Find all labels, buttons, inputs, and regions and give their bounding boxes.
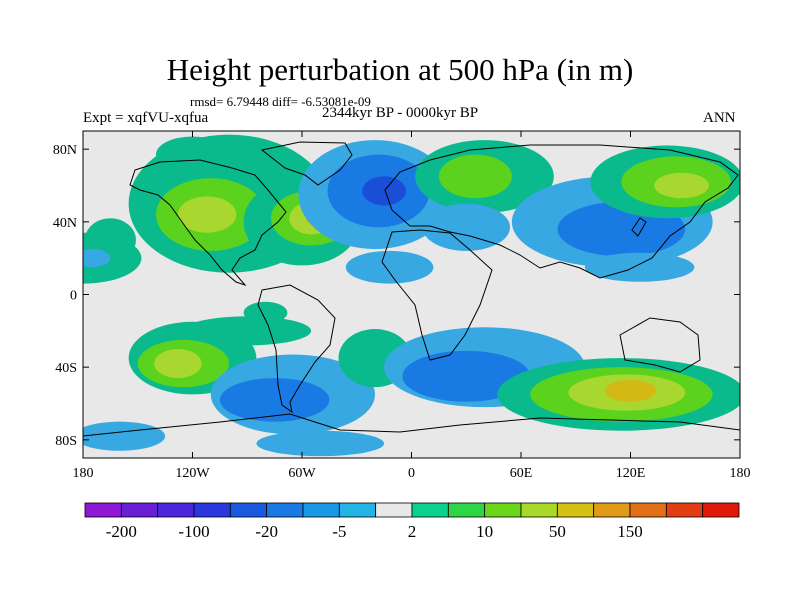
colorbar-swatch (447, 502, 486, 518)
colorbar-swatch (266, 502, 304, 518)
lat-tick-label: 80S (55, 434, 77, 449)
contour-region-13 (438, 154, 512, 199)
coastline-north-america (129, 159, 287, 287)
contour-region-19 (654, 172, 709, 199)
colorbar-swatch (302, 502, 340, 518)
coastline-greenland (260, 141, 353, 186)
lat-tick-label: 80N (53, 143, 77, 158)
coastline-antarctica (83, 413, 740, 437)
colorbar-swatch (593, 502, 631, 518)
season-label: ANN (703, 110, 736, 126)
plot-title: Height perturbation at 500 hPa (in m) (166, 52, 634, 87)
lon-tick-label: 60W (288, 466, 316, 481)
contour-region-36 (604, 379, 657, 402)
contour-region-23 (83, 249, 111, 268)
contour-region-37 (83, 421, 166, 451)
lon-tick-label: 0 (408, 466, 415, 481)
contour-region-29 (219, 378, 330, 422)
colorbar-swatch (484, 502, 522, 518)
lat-tick-label: 40S (55, 361, 77, 376)
coastline-japan (631, 217, 647, 237)
lon-tick-label: 120W (175, 466, 210, 481)
colorbar-swatch (157, 502, 195, 518)
colorbar-swatch (629, 502, 667, 518)
colorbar-label: 10 (476, 522, 493, 541)
contour-region-27 (154, 349, 202, 379)
contour-region-39 (243, 301, 288, 324)
colorbar-swatch (338, 502, 377, 518)
contour-region-21 (345, 250, 434, 284)
colorbar-swatch (229, 502, 268, 518)
lat-tick-label: 40N (53, 216, 77, 231)
colorbar-label: 150 (617, 522, 643, 541)
colorbar-swatch (84, 502, 122, 518)
lat-tick-label: 0 (70, 289, 77, 304)
contour-region-8 (156, 136, 229, 173)
colorbar-label: 2 (408, 522, 417, 541)
colorbar-swatch (193, 502, 231, 518)
colorbar-swatch (556, 502, 595, 518)
contour-region-3 (177, 196, 237, 233)
coastline-eurasia (384, 144, 739, 279)
coastline-south-america (257, 284, 336, 414)
colorbar-swatch (375, 502, 413, 518)
height-field (83, 131, 740, 458)
lon-tick-label: 180 (730, 466, 751, 481)
lon-tick-label: 60E (510, 466, 533, 481)
colorbar-label: -20 (255, 522, 278, 541)
map-axes: 180 120W 60W 0 60E 120E 180 80N 40N 0 40S 80S (53, 131, 751, 481)
colorbar-swatch (520, 502, 558, 518)
colorbar-swatch (411, 502, 449, 518)
coastline-africa (381, 229, 493, 361)
colorbar-label: -200 (106, 522, 137, 541)
coastline-australia (619, 317, 701, 373)
coastlines (83, 141, 740, 437)
contour-region-11 (362, 176, 407, 206)
colorbar-swatch (120, 502, 159, 518)
stats-label: rmsd= 6.79448 diff= -6.53081e-09 (190, 94, 371, 109)
contour-region-38 (256, 430, 385, 457)
colorbar-label: -100 (178, 522, 209, 541)
colorbar-label: 50 (549, 522, 566, 541)
experiment-label: Expt = xqfVU-xqfua (83, 110, 209, 126)
contour-region-32 (402, 350, 531, 402)
colorbar-swatch (665, 502, 704, 518)
lon-tick-label: 120E (616, 466, 646, 481)
lon-tick-label: 180 (73, 466, 94, 481)
contour-region-14 (422, 203, 511, 251)
period-label: 2344kyr BP - 0000kyr BP (322, 105, 479, 121)
colorbar-swatch (702, 502, 740, 518)
colorbar: -200 -100 -20 -5 2 10 50 150 (84, 502, 740, 541)
colorbar-label: -5 (332, 522, 346, 541)
